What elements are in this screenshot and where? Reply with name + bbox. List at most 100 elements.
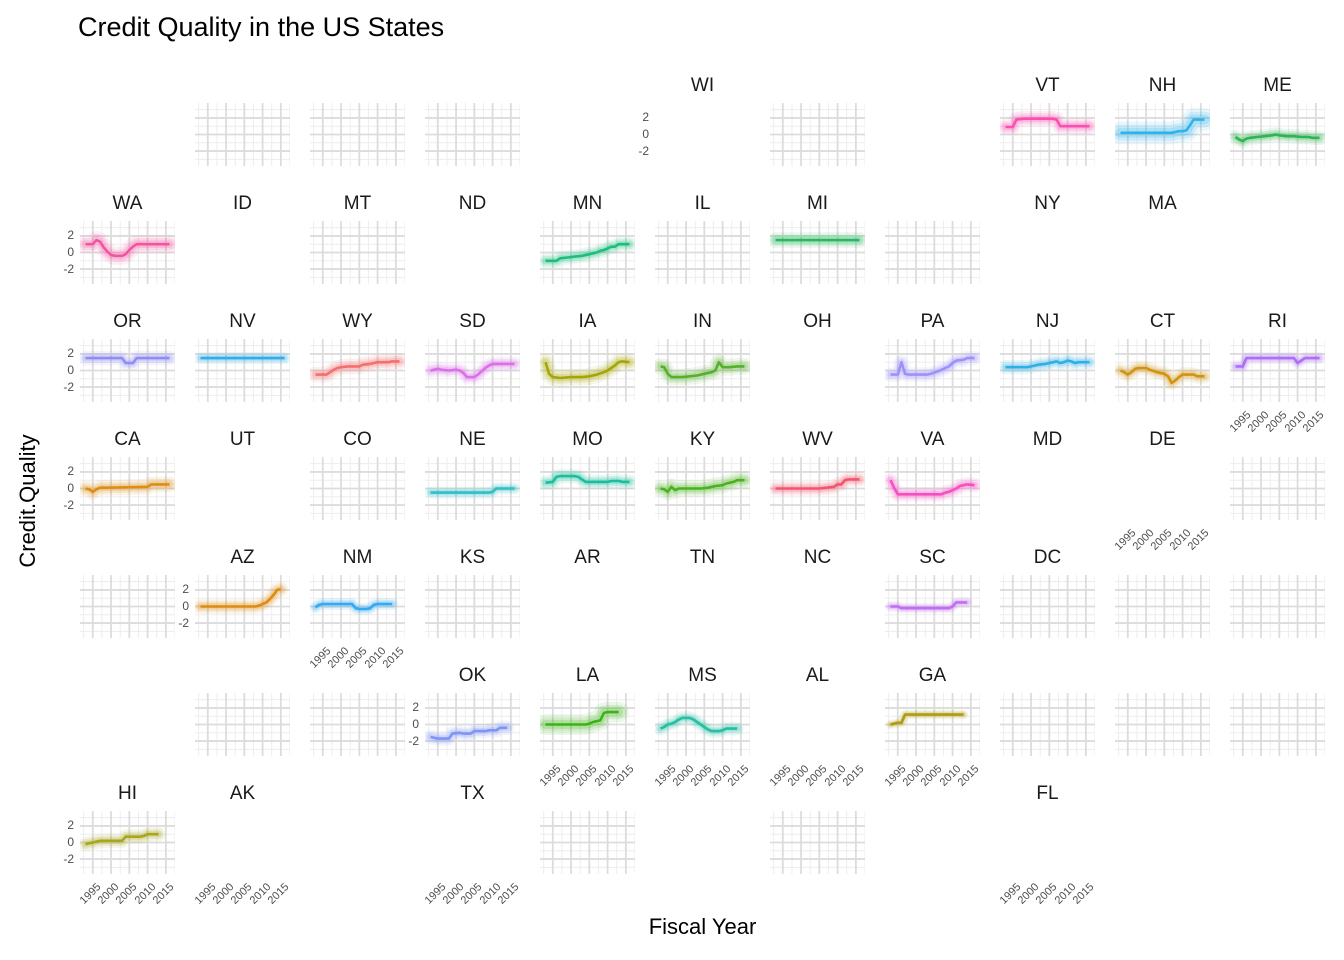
trend-line-WV bbox=[775, 478, 860, 490]
facet-panel-ghost-r6c3 bbox=[310, 693, 405, 756]
series-group-NE bbox=[425, 482, 520, 499]
series-group-RI bbox=[1230, 352, 1325, 373]
facet-label-DC: DC bbox=[1033, 547, 1062, 568]
trend-line-AZ bbox=[200, 587, 282, 608]
facet-label-IL: IL bbox=[694, 193, 711, 214]
series-group-ME bbox=[1230, 127, 1325, 149]
facet-label-SC: SC bbox=[919, 547, 946, 568]
y-axis-title: Credit.Quality bbox=[15, 434, 40, 568]
y-tick-label: -2 bbox=[63, 379, 74, 394]
facet-label-VT: VT bbox=[1035, 75, 1060, 96]
facet-label-MI: MI bbox=[806, 193, 829, 214]
facet-panel-ghost-r1c4 bbox=[425, 103, 520, 166]
facet-label-NM: NM bbox=[342, 547, 373, 568]
y-tick-label: -2 bbox=[63, 851, 74, 866]
series-group-IN bbox=[655, 353, 750, 386]
facet-panel-WA bbox=[80, 221, 175, 284]
trend-line-ME bbox=[1234, 133, 1320, 143]
facet-label-KY: KY bbox=[689, 429, 716, 450]
facet-panel-MI bbox=[770, 221, 865, 284]
facet-panel-NV bbox=[195, 339, 290, 402]
y-tick-label: 0 bbox=[67, 363, 74, 377]
series-group-MN bbox=[540, 237, 635, 268]
series-group-NH bbox=[1115, 108, 1210, 145]
facet-label-TX: TX bbox=[460, 783, 485, 804]
facet-label-MS: MS bbox=[688, 665, 717, 686]
trend-line-NJ bbox=[1005, 359, 1090, 369]
trend-line-IA bbox=[544, 360, 630, 380]
y-tick-label: 0 bbox=[67, 835, 74, 849]
y-tick-label: 0 bbox=[67, 481, 74, 495]
y-tick-label: 2 bbox=[642, 110, 649, 125]
facet-panel-VA bbox=[885, 457, 980, 520]
y-tick-label: 2 bbox=[67, 818, 74, 833]
facet-label-TN: TN bbox=[689, 547, 716, 568]
facet-label-ND: ND bbox=[458, 193, 487, 214]
trend-line-HI bbox=[85, 832, 159, 846]
facet-panel-ghost-r1c2 bbox=[195, 103, 290, 166]
facet-panel-ghost-r2c8 bbox=[885, 221, 980, 284]
series-group-CT bbox=[1115, 360, 1210, 391]
facet-label-IN: IN bbox=[693, 311, 712, 332]
facet-label-NC: NC bbox=[803, 547, 832, 568]
facet-panel-CT bbox=[1115, 339, 1210, 402]
facet-panel-IL bbox=[655, 221, 750, 284]
y-tick-label: 2 bbox=[67, 228, 74, 243]
y-tick-label: 2 bbox=[67, 464, 74, 479]
facet-panel-HI bbox=[80, 811, 175, 874]
facet-label-FL: FL bbox=[1036, 783, 1059, 804]
facet-panel-ghost-r5c10 bbox=[1115, 575, 1210, 638]
series-group-VA bbox=[885, 473, 980, 502]
facet-label-MA: MA bbox=[1148, 193, 1177, 214]
facet-label-PA: PA bbox=[920, 311, 945, 332]
series-group-NJ bbox=[1000, 353, 1095, 375]
facet-label-OR: OR bbox=[113, 311, 142, 332]
trend-line-OR bbox=[85, 356, 170, 365]
facet-label-MN: MN bbox=[572, 193, 603, 214]
trend-line-IN bbox=[660, 360, 745, 379]
facet-label-WV: WV bbox=[802, 429, 833, 450]
facet-panel-OK bbox=[425, 693, 520, 756]
facet-panel-WY bbox=[310, 339, 405, 402]
facet-label-OK: OK bbox=[458, 665, 487, 686]
facet-label-IA: IA bbox=[578, 311, 597, 332]
facet-label-NY: NY bbox=[1034, 193, 1061, 214]
series-group-GA bbox=[885, 709, 969, 730]
facet-panel-GA bbox=[885, 693, 980, 756]
trend-line-SD bbox=[430, 362, 515, 379]
facet-panel-OR bbox=[80, 339, 175, 402]
trend-line-MO bbox=[545, 474, 630, 484]
y-tick-label: 0 bbox=[412, 717, 419, 731]
trend-line-NH bbox=[1120, 118, 1205, 135]
y-tick-label: -2 bbox=[63, 497, 74, 512]
facet-label-NE: NE bbox=[459, 429, 486, 450]
series-group-CA bbox=[80, 476, 175, 500]
facet-label-AL: AL bbox=[805, 665, 830, 686]
facet-label-HI: HI bbox=[118, 783, 137, 804]
facet-label-KS: KS bbox=[459, 547, 486, 568]
facet-panel-ghost-r6c2 bbox=[195, 693, 290, 756]
trend-line-GA bbox=[890, 713, 964, 726]
facet-panel-ghost-r6c11 bbox=[1230, 693, 1325, 756]
y-tick-label: 0 bbox=[642, 127, 649, 141]
facet-label-WA: WA bbox=[112, 193, 143, 214]
trend-line-CT bbox=[1119, 366, 1205, 385]
facet-panel-MN bbox=[540, 221, 635, 284]
facet-panel-MT bbox=[310, 221, 405, 284]
facet-label-CA: CA bbox=[114, 429, 141, 450]
series-group-MS bbox=[655, 711, 744, 738]
trend-line-SC bbox=[890, 601, 968, 610]
series-group-AZ bbox=[195, 581, 289, 614]
facet-label-MT: MT bbox=[343, 193, 372, 214]
facet-label-CT: CT bbox=[1149, 311, 1176, 332]
facet-label-WI: WI bbox=[690, 75, 715, 96]
series-group-IA bbox=[540, 352, 635, 387]
facet-panel-MO bbox=[540, 457, 635, 520]
facet-label-CO: CO bbox=[343, 429, 372, 450]
x-axis-title: Fiscal Year bbox=[648, 914, 757, 939]
series-group-KY bbox=[655, 471, 750, 501]
chart-title: Credit Quality in the US States bbox=[78, 12, 445, 42]
y-tick-label: -2 bbox=[63, 261, 74, 276]
facet-panel-NE bbox=[425, 457, 520, 520]
series-group-SD bbox=[425, 356, 520, 385]
